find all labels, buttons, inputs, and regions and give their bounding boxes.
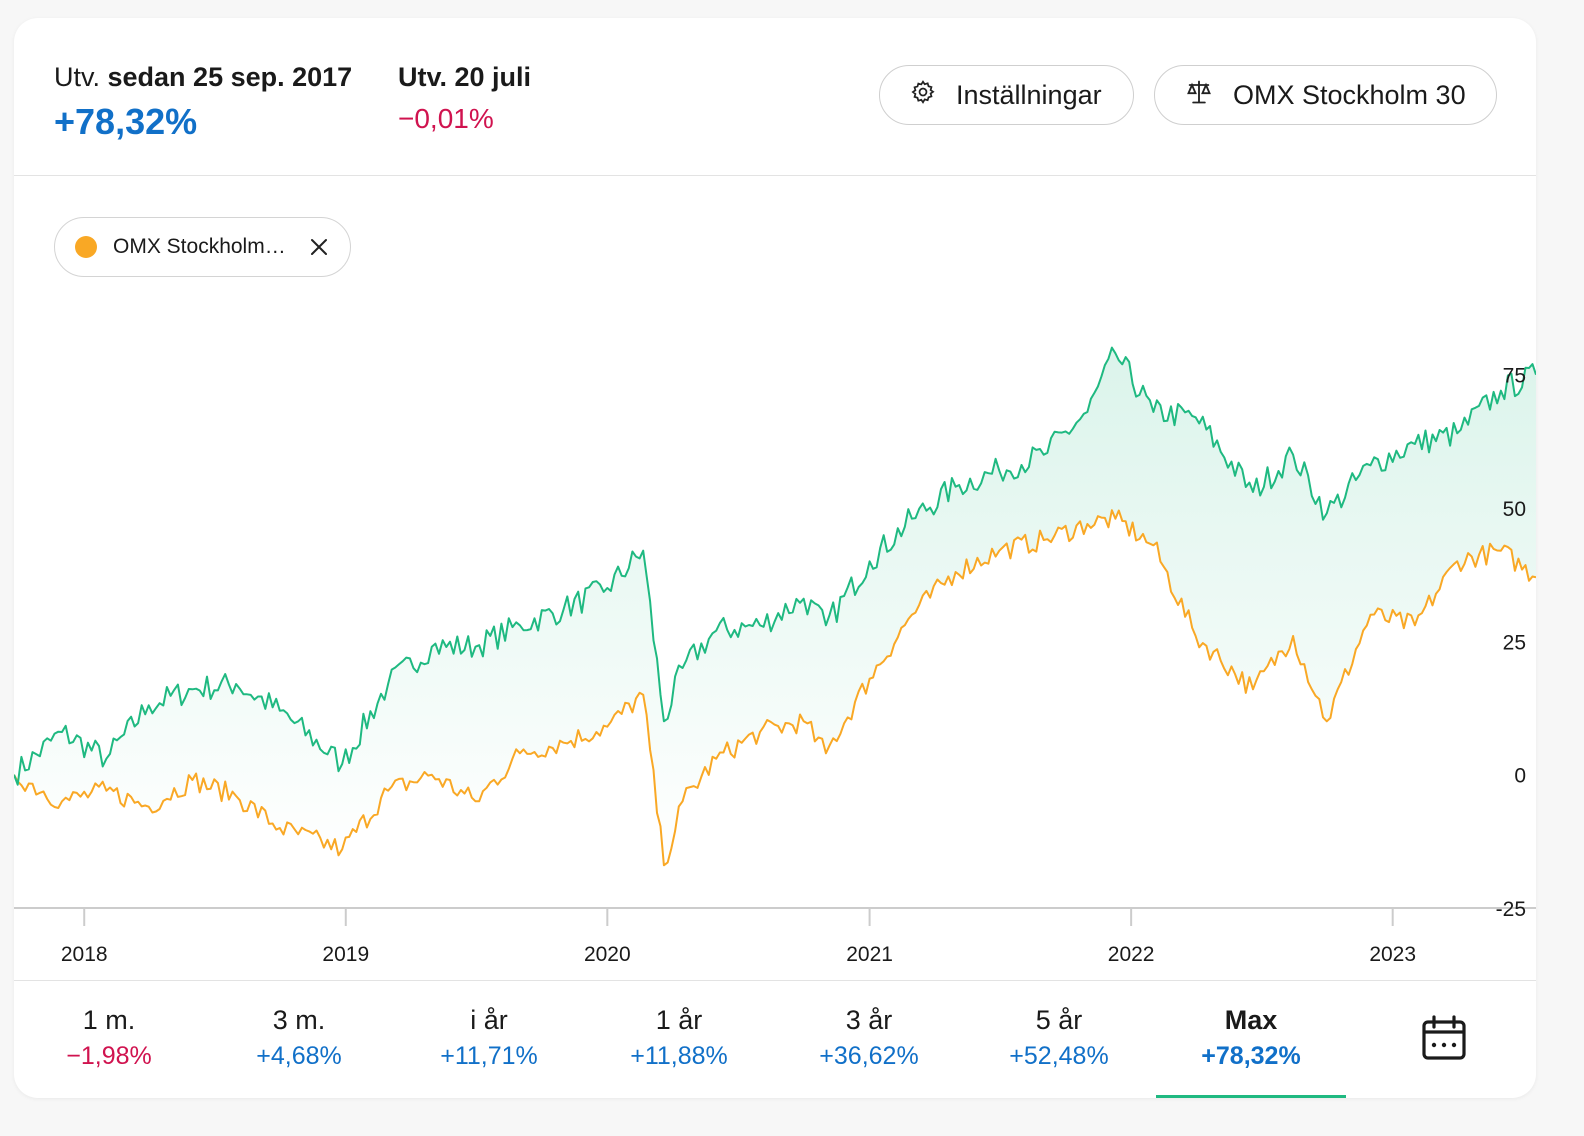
since-prefix: Utv. [54, 62, 100, 92]
benchmark-series-line [14, 509, 1536, 867]
period-value: +52,48% [1009, 1042, 1109, 1070]
period-label: 1 m. [82, 1005, 136, 1035]
period-value: +36,62% [819, 1042, 919, 1070]
period-value: −1,98% [66, 1042, 152, 1070]
settings-label: Inställningar [956, 79, 1102, 110]
main-series-area [14, 347, 1536, 866]
since-date: sedan 25 sep. 2017 [107, 62, 353, 92]
period-label: 3 år [845, 1005, 893, 1035]
y-tick-label: 0 [1514, 765, 1526, 788]
performance-card: Utv. sedan 25 sep. 2017 +78,32% Utv. 20 … [14, 18, 1536, 1098]
period-selector: 1 m. −1,98% 3 m. +4,68% i år +11,71% 1 år +11,8… [14, 980, 1536, 1098]
period-tab[interactable]: 5 år +52,48% [964, 981, 1154, 1098]
benchmark-color-dot [75, 236, 97, 258]
period-tab[interactable]: i år +11,71% [394, 981, 584, 1098]
y-tick-label: 25 [1503, 631, 1526, 654]
period-tab[interactable]: Max +78,32% [1156, 981, 1346, 1098]
day-value: −0,01% [398, 103, 494, 134]
period-tab[interactable]: 1 m. −1,98% [14, 981, 204, 1098]
x-tick-label: 2022 [1108, 943, 1155, 966]
period-value: +78,32% [1201, 1042, 1301, 1070]
main-series-line [14, 346, 1536, 786]
period-label: 5 år [1035, 1005, 1083, 1035]
compare-index-button[interactable]: OMX Stockholm 30 [1154, 65, 1497, 125]
y-tick-label: -25 [1496, 898, 1526, 921]
calendar-icon [1420, 1014, 1468, 1067]
period-tab[interactable]: 3 år +36,62% [774, 981, 964, 1098]
gear-icon [910, 79, 956, 112]
x-tick-label: 2020 [584, 943, 631, 966]
settings-button[interactable]: Inställningar [879, 65, 1134, 125]
y-tick-label: 75 [1503, 365, 1526, 388]
period-value: +4,68% [256, 1042, 342, 1070]
performance-header: Utv. sedan 25 sep. 2017 +78,32% Utv. 20 … [14, 18, 1536, 176]
day-label: Utv. 20 juli [398, 62, 532, 92]
development-since-start: Utv. sedan 25 sep. 2017 +78,32% [54, 62, 352, 143]
since-value: +78,32% [54, 101, 198, 142]
period-tab[interactable]: 3 m. +4,68% [204, 981, 394, 1098]
x-tick-label: 2018 [61, 943, 108, 966]
x-tick-label: 2019 [322, 943, 369, 966]
period-tab[interactable]: 1 år +11,88% [584, 981, 774, 1098]
x-tick-label: 2021 [846, 943, 893, 966]
y-tick-label: 50 [1503, 498, 1526, 521]
period-label: i år [470, 1005, 508, 1035]
compare-label: OMX Stockholm 30 [1233, 79, 1466, 110]
period-label: 1 år [655, 1005, 703, 1035]
benchmark-chip-label: OMX Stockholm… [113, 235, 286, 258]
x-tick-label: 2023 [1369, 943, 1416, 966]
close-icon[interactable] [308, 236, 330, 264]
scale-icon [1185, 78, 1233, 113]
period-label: Max [1224, 1005, 1278, 1035]
benchmark-chip[interactable]: OMX Stockholm… [54, 217, 351, 277]
development-today: Utv. 20 juli −0,01% [398, 62, 531, 135]
period-value: +11,71% [440, 1042, 538, 1070]
period-label: 3 m. [272, 1005, 326, 1035]
performance-chart[interactable]: 2018 2019 2020 2021 2022 2023 75 50 25 0 -25 [14, 18, 1536, 980]
period-value: +11,88% [630, 1042, 728, 1070]
calendar-button[interactable] [1394, 981, 1494, 1098]
